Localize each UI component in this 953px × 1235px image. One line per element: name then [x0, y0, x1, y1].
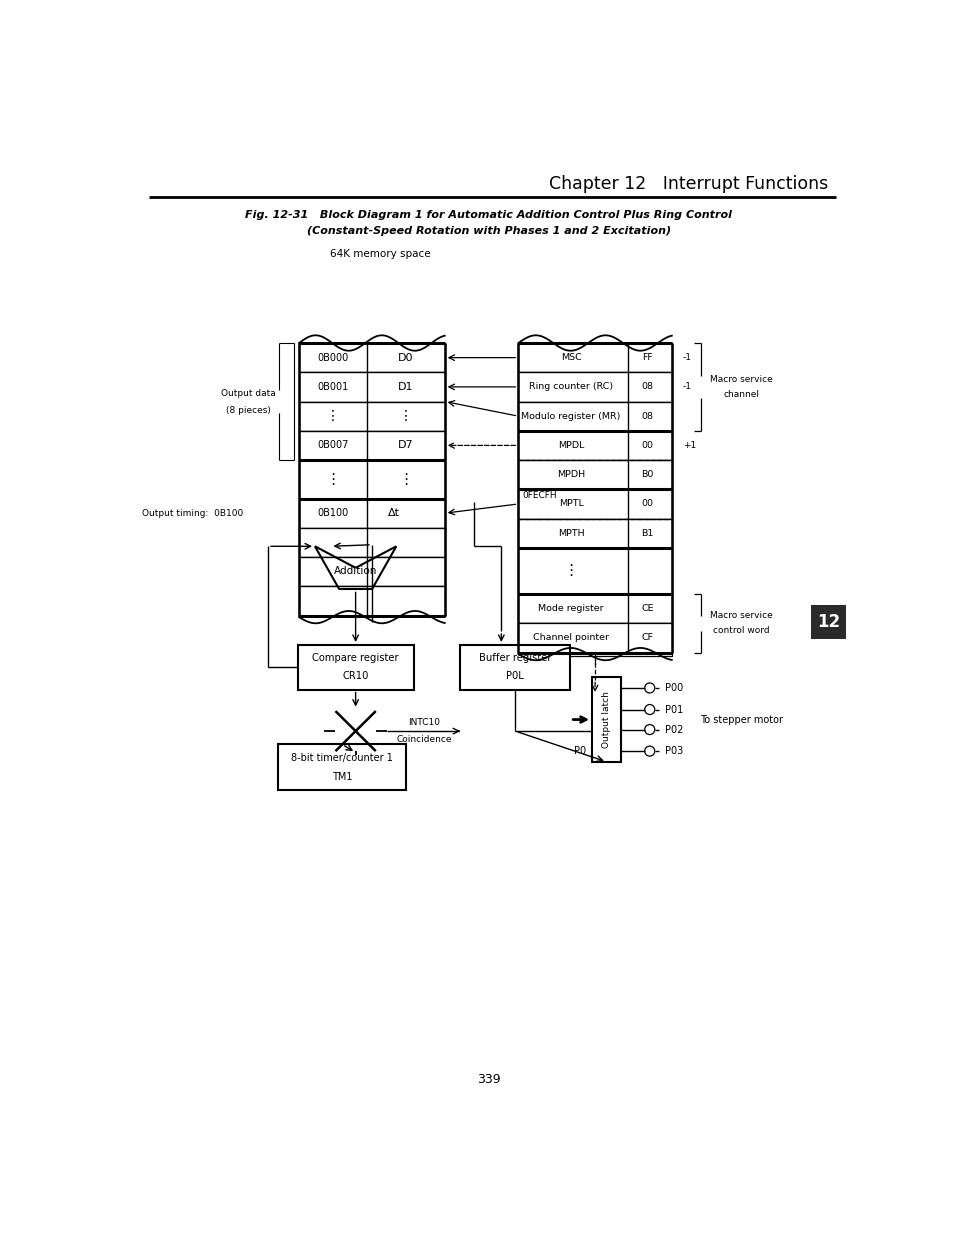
Text: Output data: Output data — [221, 389, 275, 399]
Text: 12: 12 — [816, 613, 839, 631]
Text: CR10: CR10 — [342, 672, 369, 682]
Text: 0B007: 0B007 — [317, 441, 349, 451]
Text: 64K memory space: 64K memory space — [330, 248, 430, 258]
Bar — [298, 372, 444, 401]
Bar — [298, 499, 444, 527]
Text: MSC: MSC — [560, 353, 580, 362]
Bar — [298, 401, 444, 431]
Text: ⋮: ⋮ — [326, 409, 339, 424]
Bar — [810, 605, 845, 638]
Bar — [517, 461, 671, 489]
Text: Buffer register: Buffer register — [478, 653, 551, 663]
Text: 08: 08 — [641, 383, 653, 391]
Text: -1: -1 — [682, 383, 691, 391]
Text: Compare register: Compare register — [312, 653, 398, 663]
Text: 0B001: 0B001 — [317, 382, 349, 391]
Text: ⋮: ⋮ — [398, 409, 413, 424]
Text: CF: CF — [641, 634, 653, 642]
Bar — [298, 431, 444, 461]
Text: 00: 00 — [641, 441, 653, 450]
Text: Addition: Addition — [334, 566, 377, 576]
Text: MPTH: MPTH — [558, 529, 584, 537]
Bar — [517, 489, 671, 519]
Text: (Constant-Speed Rotation with Phases 1 and 2 Excitation): (Constant-Speed Rotation with Phases 1 a… — [307, 226, 670, 236]
Text: 339: 339 — [476, 1073, 500, 1087]
Text: TM1: TM1 — [332, 772, 352, 782]
Text: B0: B0 — [641, 471, 654, 479]
Text: MPTL: MPTL — [558, 499, 583, 509]
Bar — [459, 645, 570, 689]
Bar — [298, 461, 444, 499]
Bar — [298, 587, 444, 615]
Text: Mode register: Mode register — [537, 604, 603, 613]
Text: D1: D1 — [397, 382, 414, 391]
Text: Δt: Δt — [388, 508, 400, 519]
Text: D0: D0 — [397, 353, 414, 363]
Text: P02: P02 — [664, 725, 682, 735]
Text: channel: channel — [722, 390, 759, 399]
Text: CE: CE — [640, 604, 654, 613]
Text: To stepper motor: To stepper motor — [699, 715, 781, 725]
Text: Modulo register (MR): Modulo register (MR) — [521, 411, 620, 421]
Bar — [517, 519, 671, 548]
Text: 0FECFH: 0FECFH — [521, 492, 557, 500]
Text: 8-bit timer/counter 1: 8-bit timer/counter 1 — [291, 753, 393, 763]
Text: MPDH: MPDH — [557, 471, 584, 479]
Text: Channel pointer: Channel pointer — [533, 634, 608, 642]
Text: +1: +1 — [682, 441, 695, 450]
Bar — [517, 594, 671, 624]
Bar — [517, 401, 671, 431]
Text: Output latch: Output latch — [601, 692, 611, 748]
Text: P01: P01 — [664, 704, 682, 715]
Bar — [517, 431, 671, 461]
Text: -1: -1 — [682, 353, 691, 362]
Text: (8 pieces): (8 pieces) — [226, 406, 271, 415]
Text: Ring counter (RC): Ring counter (RC) — [529, 383, 613, 391]
Text: 0B100: 0B100 — [317, 508, 349, 519]
Text: MPDL: MPDL — [558, 441, 583, 450]
Bar — [517, 548, 671, 594]
Bar — [517, 624, 671, 656]
Text: FF: FF — [641, 353, 653, 362]
Bar — [592, 677, 620, 762]
Text: P00: P00 — [664, 683, 682, 693]
Text: Coincidence: Coincidence — [395, 735, 451, 743]
Text: Macro service: Macro service — [709, 374, 772, 384]
Bar — [298, 527, 444, 557]
Text: P0: P0 — [573, 746, 585, 756]
Text: ⋮: ⋮ — [563, 563, 578, 578]
Text: Chapter 12   Interrupt Functions: Chapter 12 Interrupt Functions — [549, 175, 827, 194]
Text: 00: 00 — [641, 499, 653, 509]
Text: B1: B1 — [641, 529, 654, 537]
Text: 0B000: 0B000 — [317, 353, 349, 363]
Text: ⋮: ⋮ — [398, 472, 414, 487]
Bar — [297, 645, 414, 689]
Bar — [298, 343, 444, 372]
Bar — [517, 372, 671, 401]
Bar — [517, 343, 671, 372]
Text: INTC10: INTC10 — [407, 718, 439, 727]
Text: P03: P03 — [664, 746, 682, 756]
Text: ⋮: ⋮ — [325, 472, 340, 487]
Text: 08: 08 — [641, 411, 653, 421]
Text: Fig. 12-31   Block Diagram 1 for Automatic Addition Control Plus Ring Control: Fig. 12-31 Block Diagram 1 for Automatic… — [245, 210, 732, 220]
Text: D7: D7 — [397, 441, 414, 451]
Text: P0L: P0L — [506, 672, 523, 682]
Bar — [335, 711, 375, 751]
Text: Macro service: Macro service — [709, 611, 772, 620]
Text: Output timing:  0B100: Output timing: 0B100 — [142, 509, 244, 517]
Bar — [278, 745, 406, 790]
Bar — [517, 624, 671, 652]
Text: control word: control word — [713, 626, 769, 636]
Bar — [298, 557, 444, 587]
